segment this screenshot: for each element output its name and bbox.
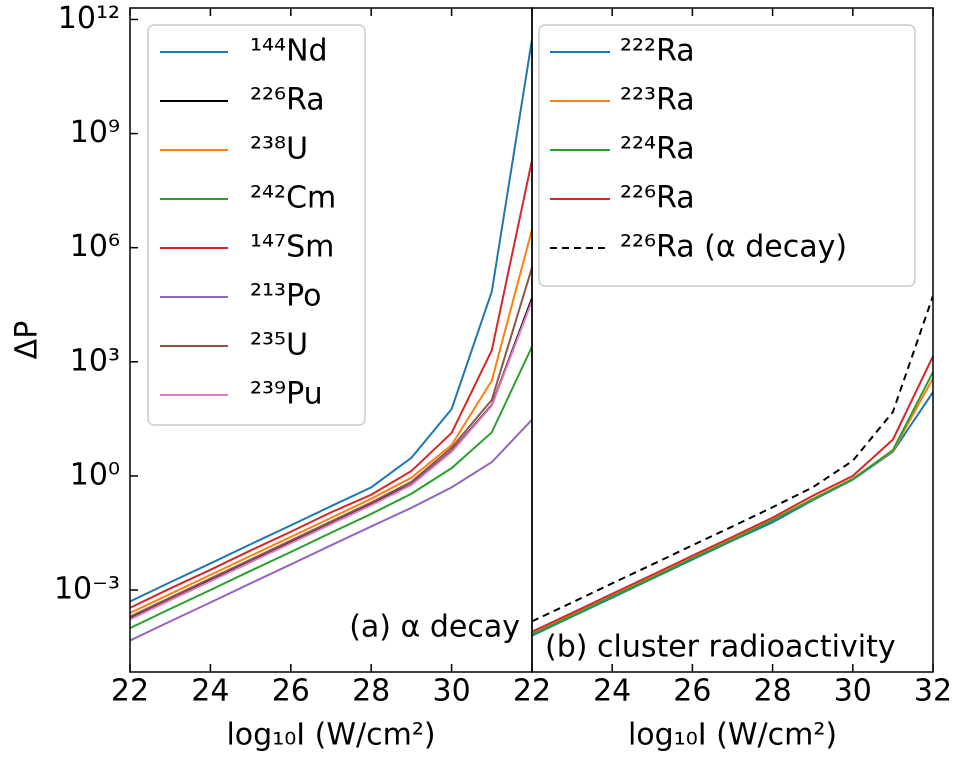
- y-tick-label: 10⁹: [70, 115, 120, 150]
- legend-box: [538, 24, 916, 287]
- series-line: [130, 267, 532, 618]
- legend-label: ²³⁸U: [250, 132, 308, 167]
- legend-box: [147, 24, 366, 426]
- x-tick-label: 30: [834, 674, 872, 709]
- series-line: [130, 346, 532, 629]
- series-line: [130, 300, 532, 621]
- y-tick-label: 10⁰: [70, 457, 120, 492]
- series-line: [532, 355, 933, 633]
- y-axis-label: ΔP: [10, 321, 45, 360]
- annotation: (b) cluster radioactivity: [545, 630, 896, 665]
- series-line: [532, 377, 933, 635]
- x-tick-label: 28: [754, 674, 792, 709]
- annotation: (a) α decay: [349, 610, 520, 645]
- x-tick-label: 28: [352, 674, 390, 709]
- y-tick-label: 10¹²: [58, 1, 120, 36]
- y-tick-label: 10³: [70, 343, 120, 378]
- x-axis-label: log₁₀I (W/cm²): [226, 718, 435, 753]
- x-tick-label: 24: [191, 674, 229, 709]
- x-tick-label: 26: [272, 674, 310, 709]
- x-tick-label: 26: [673, 674, 711, 709]
- legend-label: ¹⁴⁴Nd: [250, 34, 328, 69]
- legend-label: ²²⁶Ra (α decay): [620, 230, 847, 265]
- x-tick-label: 30: [433, 674, 471, 709]
- legend-label: ²²³Ra: [620, 83, 695, 118]
- y-tick-label: 10⁶: [70, 229, 120, 264]
- legend-label: ²²⁶Ra: [620, 181, 695, 216]
- x-tick-label: 22: [111, 674, 149, 709]
- plot-area: [130, 39, 532, 642]
- x-axis-label: log₁₀I (W/cm²): [628, 718, 837, 753]
- x-tick-label: 24: [593, 674, 631, 709]
- x-tick-label: 32: [914, 674, 952, 709]
- series-line: [532, 295, 933, 623]
- axes-frame: [531, 7, 934, 673]
- series-line: [130, 419, 532, 642]
- legend-label: ²⁴²Cm: [250, 181, 336, 216]
- series-line: [130, 229, 532, 614]
- legend-label: ²²⁶Ra: [250, 83, 325, 118]
- legend-label: ²²²Ra: [620, 34, 695, 69]
- plot-area: [532, 295, 933, 637]
- legend-label: ¹⁴⁷Sm: [250, 230, 334, 265]
- legend-label: ²¹³Po: [250, 279, 321, 314]
- x-tick-label: 22: [513, 674, 551, 709]
- legend-label: ²³⁹Pu: [250, 377, 323, 412]
- series-line: [130, 159, 532, 609]
- legend-label: ²²⁴Ra: [620, 132, 695, 167]
- y-tick-label: 10⁻³: [54, 572, 120, 607]
- series-line: [532, 391, 933, 637]
- series-line: [130, 39, 532, 603]
- legend-label: ²³⁵U: [250, 328, 308, 363]
- series-line: [532, 371, 933, 636]
